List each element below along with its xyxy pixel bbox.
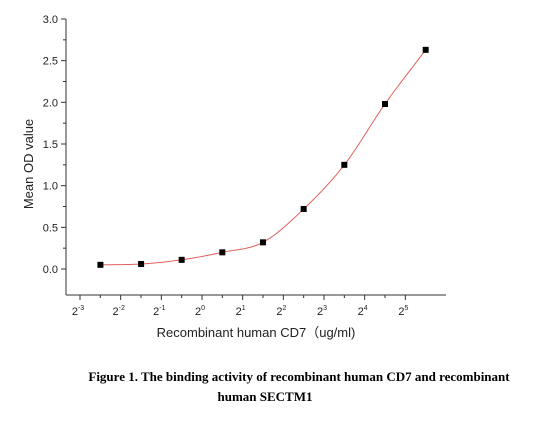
y-axis-label: Mean OD value xyxy=(21,119,36,209)
data-point xyxy=(341,161,348,168)
y-tick-label: 3.0 xyxy=(43,14,58,26)
y-tick-label: 2.0 xyxy=(43,97,58,109)
data-point xyxy=(300,206,307,212)
x-tick-label: 21 xyxy=(236,305,246,318)
x-tick-label: 25 xyxy=(398,305,408,318)
x-tick-label: 2-2 xyxy=(112,305,124,318)
y-tick-label: 0.0 xyxy=(43,264,58,276)
x-tick-label: 23 xyxy=(317,305,327,318)
data-point xyxy=(178,256,185,263)
y-tick-label: 0.5 xyxy=(43,222,58,234)
x-axis: 2-3 2-2 2-1 20 21 22 23 24 25 xyxy=(66,294,446,318)
figure-caption-line-1: Figure 1. The binding activity of recomb… xyxy=(88,369,510,384)
x-tick-label: 2-3 xyxy=(72,305,84,318)
x-tick-label: 24 xyxy=(358,305,368,318)
fit-curve xyxy=(100,49,427,266)
data-point xyxy=(259,239,266,246)
data-point xyxy=(381,101,388,107)
y-tick-label: 2.5 xyxy=(43,56,58,68)
y-tick-label: 1.5 xyxy=(43,139,58,151)
chart: 0.00.51.01.52.02.53.0 2-3 2-2 2-1 20 21 22 23 2… xyxy=(21,14,446,340)
x-axis-label: Recombinant human CD7（ug/ml) xyxy=(157,325,356,340)
data-points xyxy=(97,46,429,268)
data-point xyxy=(138,261,145,267)
y-axis: 0.0 0.5 1.0 1.5 2.0 2.5 3.0 xyxy=(43,14,67,295)
data-point xyxy=(219,249,226,256)
x-tick-label: 22 xyxy=(276,305,286,318)
data-point xyxy=(97,261,104,268)
figure-caption-line-2: human SECTM1 xyxy=(217,389,313,404)
y-tick-label: 1.0 xyxy=(43,181,58,193)
data-point xyxy=(422,46,429,53)
x-tick-label: 2-1 xyxy=(153,305,165,318)
x-tick-label: 20 xyxy=(195,305,205,318)
